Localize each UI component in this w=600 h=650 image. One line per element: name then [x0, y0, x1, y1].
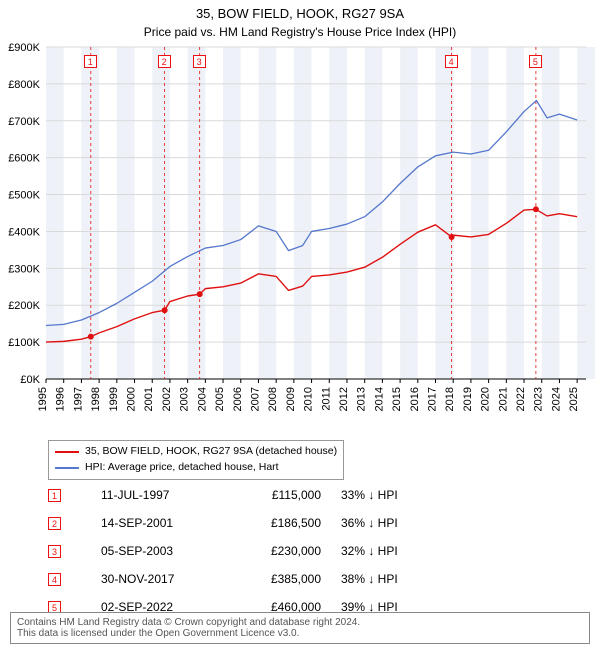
svg-text:£100K: £100K [8, 337, 40, 349]
sale-marker-1: 1 [84, 55, 97, 68]
svg-text:2002: 2002 [161, 387, 173, 411]
sale-marker-3: 3 [193, 55, 206, 68]
sale-row-delta: 36% ↓ HPI [341, 516, 441, 530]
sale-row-price: £115,000 [241, 488, 341, 502]
svg-text:£200K: £200K [8, 300, 40, 312]
sales-table: 1 11-JUL-1997£115,00033% ↓ HPI 2 14-SEP-200… [48, 481, 441, 621]
svg-text:2024: 2024 [550, 387, 562, 411]
svg-text:1997: 1997 [72, 387, 84, 411]
svg-text:2023: 2023 [533, 387, 545, 411]
chart-subtitle: Price paid vs. HM Land Registry's House … [0, 25, 600, 39]
svg-text:£800K: £800K [8, 79, 40, 91]
svg-text:2012: 2012 [338, 387, 350, 411]
svg-text:2001: 2001 [143, 387, 155, 411]
svg-text:2004: 2004 [196, 387, 208, 411]
svg-text:2009: 2009 [285, 387, 297, 411]
svg-text:2013: 2013 [356, 387, 368, 411]
footer-attribution: Contains HM Land Registry data © Crown c… [10, 612, 590, 644]
legend-label: HPI: Average price, detached house, Hart [85, 460, 279, 476]
sale-row-date: 30-NOV-2017 [101, 572, 241, 586]
sale-row-price: £230,000 [241, 544, 341, 558]
chart-plot: £0K £100K £200K £300K £400K £500K £600K £700K £8… [0, 39, 600, 429]
svg-text:2003: 2003 [179, 387, 191, 411]
sale-row: 2 14-SEP-2001£186,50036% ↓ HPI [48, 509, 441, 537]
title-block: 35, BOW FIELD, HOOK, RG27 9SA Price paid… [0, 0, 600, 39]
legend-swatch [55, 451, 79, 453]
sale-row: 4 30-NOV-2017£385,00038% ↓ HPI [48, 565, 441, 593]
sale-marker-4: 4 [445, 55, 458, 68]
footer-line-2: This data is licensed under the Open Gov… [17, 628, 583, 639]
sale-row-index: 3 [48, 545, 61, 558]
svg-text:1998: 1998 [90, 387, 102, 411]
sale-row-date: 05-SEP-2003 [101, 544, 241, 558]
sale-row-price: £186,500 [241, 516, 341, 530]
svg-text:£500K: £500K [8, 190, 40, 202]
legend-item: HPI: Average price, detached house, Hart [55, 460, 337, 476]
svg-text:1999: 1999 [108, 387, 120, 411]
svg-text:2008: 2008 [267, 387, 279, 411]
legend: 35, BOW FIELD, HOOK, RG27 9SA (detached … [48, 440, 344, 480]
svg-text:£600K: £600K [8, 153, 40, 165]
svg-text:2017: 2017 [427, 387, 439, 411]
sale-marker-5: 5 [529, 55, 542, 68]
sale-row: 3 05-SEP-2003£230,00032% ↓ HPI [48, 537, 441, 565]
svg-text:2010: 2010 [303, 387, 315, 411]
svg-text:1996: 1996 [55, 387, 67, 411]
svg-text:1995: 1995 [37, 387, 49, 411]
svg-text:2018: 2018 [444, 387, 456, 411]
sale-row: 1 11-JUL-1997£115,00033% ↓ HPI [48, 481, 441, 509]
svg-text:2016: 2016 [409, 387, 421, 411]
chart-container: { "title": "35, BOW FIELD, HOOK, RG27 9S… [0, 0, 600, 650]
sale-marker-2: 2 [158, 55, 171, 68]
sale-row-delta: 38% ↓ HPI [341, 572, 441, 586]
svg-text:2006: 2006 [232, 387, 244, 411]
svg-text:2022: 2022 [515, 387, 527, 411]
sale-row-index: 1 [48, 489, 61, 502]
sale-row-index: 4 [48, 573, 61, 586]
svg-text:2007: 2007 [249, 387, 261, 411]
legend-item: 35, BOW FIELD, HOOK, RG27 9SA (detached … [55, 444, 337, 460]
sale-row-date: 11-JUL-1997 [101, 488, 241, 502]
chart-title: 35, BOW FIELD, HOOK, RG27 9SA [0, 6, 600, 21]
sale-row-date: 14-SEP-2001 [101, 516, 241, 530]
svg-text:£0K: £0K [20, 374, 40, 386]
svg-text:2011: 2011 [320, 387, 332, 411]
sale-row-index: 2 [48, 517, 61, 530]
svg-text:£700K: £700K [8, 116, 40, 128]
svg-text:2019: 2019 [462, 387, 474, 411]
sale-row-delta: 32% ↓ HPI [341, 544, 441, 558]
legend-label: 35, BOW FIELD, HOOK, RG27 9SA (detached … [85, 444, 337, 460]
svg-text:2020: 2020 [480, 387, 492, 411]
legend-swatch [55, 467, 79, 469]
svg-text:£400K: £400K [8, 226, 40, 238]
svg-text:2005: 2005 [214, 387, 226, 411]
svg-text:2014: 2014 [373, 387, 385, 411]
svg-text:£300K: £300K [8, 263, 40, 275]
svg-text:2025: 2025 [568, 387, 580, 411]
svg-text:2015: 2015 [391, 387, 403, 411]
svg-text:2021: 2021 [497, 387, 509, 411]
footer-line-1: Contains HM Land Registry data © Crown c… [17, 617, 583, 628]
svg-text:2000: 2000 [126, 387, 138, 411]
sale-row-price: £385,000 [241, 572, 341, 586]
sale-row-delta: 33% ↓ HPI [341, 488, 441, 502]
svg-text:£900K: £900K [8, 42, 40, 54]
